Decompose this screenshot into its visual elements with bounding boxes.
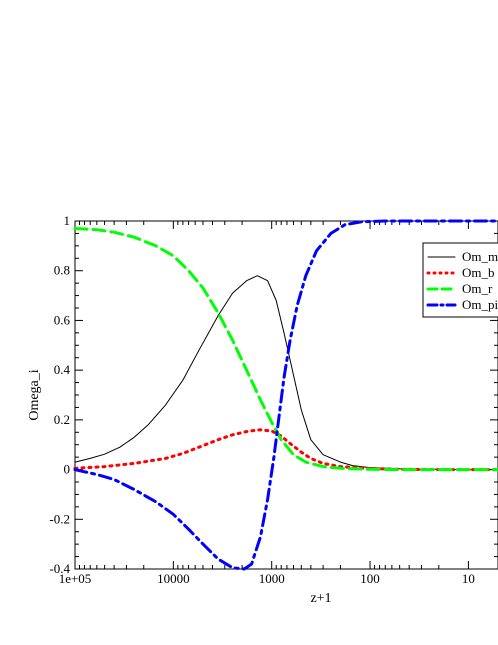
series-layer xyxy=(73,219,498,571)
y-tick-label: 0.6 xyxy=(54,312,71,327)
y-tick-label: 1 xyxy=(64,213,71,228)
y-tick-label: 0.8 xyxy=(54,263,70,278)
legend-label: Om_b xyxy=(462,265,495,280)
legend-label: Om_m xyxy=(462,249,498,264)
x-tick-label: 100 xyxy=(360,571,380,586)
legend: Om_mOm_bOm_rOm_pi xyxy=(422,242,498,318)
x-tick-label: 1e+05 xyxy=(59,571,92,586)
y-tick-label: 0.4 xyxy=(54,362,71,377)
y-axis-title: Omega_i xyxy=(27,369,42,420)
y-tick-label: 0.2 xyxy=(54,412,70,427)
x-tick-label: 10 xyxy=(462,571,475,586)
series-om-r-line xyxy=(73,227,498,472)
y-axis: -0.4 -0.2 0 0.2 0.4 0.6 0.8 1 xyxy=(49,213,498,576)
x-axis: 1e+05 10000 1000 100 10 xyxy=(59,221,475,586)
x-tick-label: 1000 xyxy=(259,571,285,586)
y-tick-label: -0.4 xyxy=(49,561,70,576)
x-tick-label: 10000 xyxy=(157,571,190,586)
series-om-b-line xyxy=(73,428,498,472)
legend-label: Om_pi xyxy=(462,297,498,312)
y-tick-label: -0.2 xyxy=(49,511,70,526)
series-om-pi-line xyxy=(73,219,498,571)
legend-label: Om_r xyxy=(462,281,493,296)
series-om-m-line xyxy=(74,275,498,471)
x-axis-title: z+1 xyxy=(310,591,331,606)
y-tick-label: 0 xyxy=(64,462,71,477)
